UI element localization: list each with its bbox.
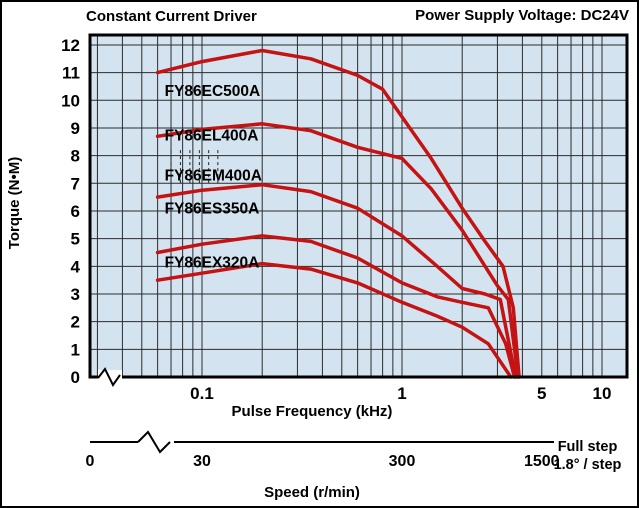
series-label-FY86ES350A: FY86ES350A bbox=[165, 201, 260, 218]
speed-tick-label-300: 300 bbox=[389, 453, 416, 470]
series-label-FY86EX320A: FY86EX320A bbox=[165, 255, 260, 272]
series-curve-FY86EX320A bbox=[155, 261, 513, 379]
series-label-FY86EC500A: FY86EC500A bbox=[165, 83, 261, 100]
x-axis-break-icon bbox=[97, 367, 121, 387]
full-step-note-line2: 1.8° / step bbox=[553, 457, 622, 473]
series-label-FY86EL400A: FY86EL400A bbox=[165, 127, 259, 144]
y-tick-label-8: 8 bbox=[71, 147, 80, 166]
y-tick-label-5: 5 bbox=[71, 230, 80, 249]
full-step-note-line1: Full step bbox=[557, 439, 618, 455]
x-axis-label: Pulse Frequency (kHz) bbox=[231, 403, 393, 420]
y-axis-label: Torque (N•M) bbox=[6, 156, 23, 250]
series-label-FY86EM400A: FY86EM400A bbox=[165, 168, 262, 185]
full-step-note: Full step 1.8° / step bbox=[540, 438, 635, 474]
y-tick-label-7: 7 bbox=[71, 174, 80, 193]
y-tick-label-0: 0 bbox=[71, 368, 80, 387]
y-tick-label-3: 3 bbox=[71, 285, 80, 304]
y-tick-label-1: 1 bbox=[71, 340, 80, 359]
speed-axis-break-icon bbox=[137, 430, 171, 454]
power-supply-voltage-label: Power Supply Voltage: DC24V bbox=[415, 7, 629, 24]
y-tick-label-9: 9 bbox=[71, 119, 80, 138]
x-tick-label-0.1: 0.1 bbox=[190, 384, 214, 403]
series-curve-FY86EL400A bbox=[155, 122, 520, 379]
plot-frame bbox=[88, 33, 629, 379]
x-tick-label-10: 10 bbox=[593, 384, 612, 403]
x-tick-label-1: 1 bbox=[397, 384, 406, 403]
series-curve-FY86ES350A bbox=[155, 234, 517, 379]
speed-tick-label-30: 30 bbox=[193, 453, 211, 470]
series-curve-FY86EC500A bbox=[155, 48, 521, 379]
speed-tick-label-1500: 1500 bbox=[524, 453, 560, 470]
y-tick-label-11: 11 bbox=[62, 64, 80, 83]
y-tick-label-2: 2 bbox=[71, 313, 80, 332]
y-tick-label-4: 4 bbox=[71, 257, 81, 276]
x-tick-label-5: 5 bbox=[537, 384, 546, 403]
plot-background bbox=[90, 35, 627, 377]
speed-axis-label: Speed (r/min) bbox=[264, 484, 360, 501]
y-tick-label-10: 10 bbox=[61, 91, 80, 110]
series-curve-FY86EM400A bbox=[155, 182, 518, 379]
y-tick-label-12: 12 bbox=[61, 36, 80, 55]
y-tick-label-6: 6 bbox=[71, 202, 80, 221]
chart-title: Constant Current Driver bbox=[86, 8, 257, 25]
speed-tick-label-0: 0 bbox=[86, 453, 95, 470]
